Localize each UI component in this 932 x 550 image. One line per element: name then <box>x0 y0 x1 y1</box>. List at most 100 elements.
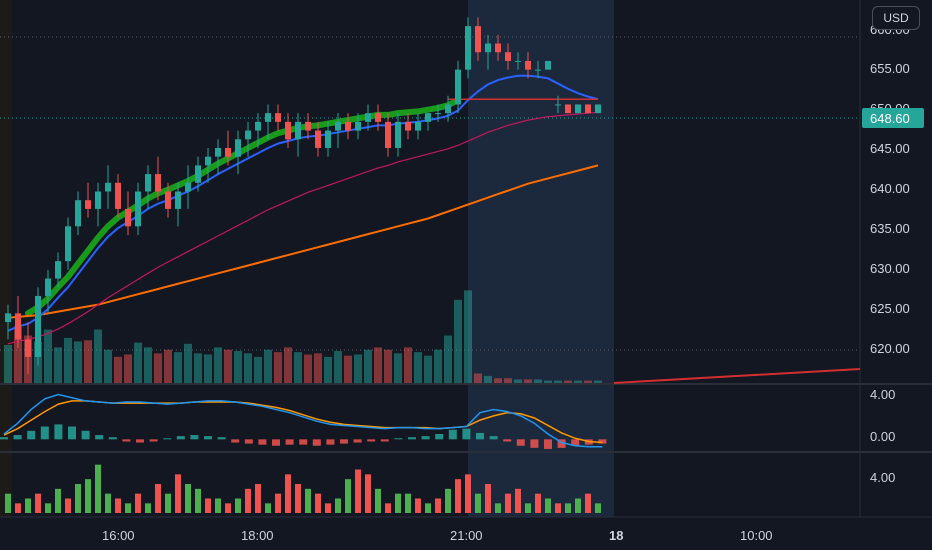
currency-button[interactable]: USD <box>872 6 920 30</box>
oscillator-histogram-bar <box>544 439 552 449</box>
volume-histogram <box>4 290 602 383</box>
bar <box>455 479 461 513</box>
bar <box>345 479 351 513</box>
candle-body <box>365 113 371 122</box>
bar <box>205 498 211 513</box>
oscillator-histogram-bar <box>516 439 525 446</box>
volume-bar <box>534 379 542 383</box>
bar <box>325 503 331 513</box>
bar <box>235 498 241 513</box>
candle-body <box>445 104 451 114</box>
volume-bar <box>64 337 72 383</box>
oscillator-histogram-bar <box>231 439 240 443</box>
volume-bar <box>494 378 502 383</box>
oscillator-histogram-bar <box>40 426 49 440</box>
bar <box>405 493 411 513</box>
candle-body <box>245 130 251 140</box>
bar <box>225 503 231 513</box>
trend-line[interactable] <box>613 368 861 384</box>
candle-body <box>105 182 111 192</box>
volume-bar <box>144 347 152 383</box>
last-price-badge <box>862 108 924 128</box>
bar <box>445 488 451 513</box>
bar <box>515 488 521 513</box>
bar <box>215 498 221 513</box>
volume-bar <box>524 379 532 383</box>
volume-bar <box>174 352 182 383</box>
bar <box>285 474 291 513</box>
oscillator-histogram-bar <box>258 439 267 445</box>
candle-body <box>515 60 521 62</box>
candle-body <box>175 191 181 209</box>
ema-mid-line <box>7 111 599 345</box>
oscillator-series <box>0 393 607 449</box>
last-price-value: 648.60 <box>870 111 910 126</box>
price-tick: 625.00 <box>870 301 910 316</box>
bar <box>545 498 551 513</box>
candle-body <box>35 295 41 357</box>
candle-body <box>85 200 91 209</box>
candle-body <box>95 191 101 209</box>
oscillator-histogram-bar <box>204 436 212 440</box>
bar <box>195 488 201 513</box>
volume-bar <box>124 354 132 383</box>
bar <box>85 479 91 513</box>
oscillator-histogram-bar <box>81 430 90 440</box>
bar-series <box>5 464 601 513</box>
candle-body <box>545 60 551 70</box>
main-pane[interactable] <box>0 0 860 383</box>
bar <box>185 484 191 513</box>
volume-bar <box>184 343 192 383</box>
volume-bar <box>334 350 342 383</box>
bar <box>315 493 321 513</box>
bar <box>375 488 381 513</box>
volume-bar <box>114 356 122 383</box>
volume-bar <box>224 349 232 383</box>
bar <box>495 503 501 513</box>
bar <box>125 503 131 513</box>
volume-bar <box>264 349 272 383</box>
candle-body <box>425 113 431 122</box>
bar <box>425 503 431 513</box>
candle-body <box>275 113 281 122</box>
candle-body <box>215 147 221 157</box>
price-tick: 620.00 <box>870 341 910 356</box>
oscillator-histogram-bar <box>571 439 580 446</box>
bar <box>385 503 391 513</box>
bar <box>535 493 541 513</box>
candle-body <box>45 278 51 296</box>
left-shade <box>0 0 12 517</box>
oscillator-histogram-bar <box>244 439 253 444</box>
time-tick: 18:00 <box>241 528 274 543</box>
candle-body <box>395 121 401 148</box>
time-tick: 16:00 <box>102 528 135 543</box>
candle-body <box>555 104 561 106</box>
candle-body <box>135 191 141 227</box>
candle-body <box>455 69 461 105</box>
volume-bar <box>454 299 462 383</box>
bar <box>145 503 151 513</box>
volume-bar <box>74 341 82 383</box>
oscillator-histogram-bar <box>367 439 376 442</box>
bar-pane-tick: 4.00 <box>870 470 895 485</box>
oscillator-histogram-bar <box>68 426 76 440</box>
oscillator-histogram-bar <box>380 439 389 442</box>
volume-bar <box>584 380 592 383</box>
bar <box>75 484 81 513</box>
candle-body <box>595 104 601 114</box>
candle-body <box>565 104 571 114</box>
candle-body <box>295 121 301 140</box>
oscillator-histogram-bar <box>13 435 22 440</box>
oscillator-histogram-bar <box>489 436 498 440</box>
candle-body <box>305 121 311 131</box>
volume-bar <box>514 379 522 383</box>
candle-body <box>465 26 471 70</box>
bar <box>485 484 491 513</box>
bar <box>15 503 21 513</box>
candle-body <box>505 52 511 61</box>
bar <box>5 493 11 513</box>
green-band <box>25 97 461 317</box>
oscillator-histogram-bar <box>217 437 226 440</box>
volume-bar <box>274 352 282 383</box>
